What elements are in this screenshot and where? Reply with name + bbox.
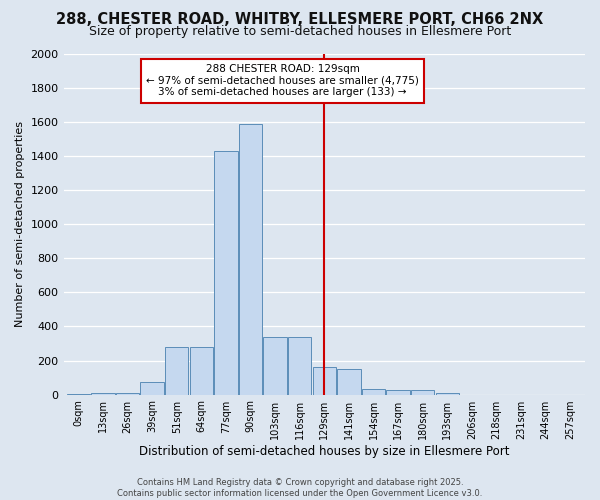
- Bar: [91, 393, 115, 394]
- Bar: [337, 369, 361, 394]
- Bar: [239, 124, 262, 394]
- Bar: [140, 382, 164, 394]
- Bar: [214, 151, 238, 394]
- Bar: [116, 393, 139, 394]
- Text: Size of property relative to semi-detached houses in Ellesmere Port: Size of property relative to semi-detach…: [89, 25, 511, 38]
- Bar: [190, 347, 213, 395]
- Bar: [263, 336, 287, 394]
- Text: 288, CHESTER ROAD, WHITBY, ELLESMERE PORT, CH66 2NX: 288, CHESTER ROAD, WHITBY, ELLESMERE POR…: [56, 12, 544, 28]
- Bar: [165, 347, 188, 395]
- Bar: [436, 393, 459, 394]
- Bar: [386, 390, 410, 394]
- X-axis label: Distribution of semi-detached houses by size in Ellesmere Port: Distribution of semi-detached houses by …: [139, 444, 509, 458]
- Bar: [313, 368, 336, 394]
- Bar: [411, 390, 434, 394]
- Bar: [288, 336, 311, 394]
- Text: Contains HM Land Registry data © Crown copyright and database right 2025.
Contai: Contains HM Land Registry data © Crown c…: [118, 478, 482, 498]
- Bar: [362, 390, 385, 394]
- Y-axis label: Number of semi-detached properties: Number of semi-detached properties: [15, 122, 25, 328]
- Text: 288 CHESTER ROAD: 129sqm
← 97% of semi-detached houses are smaller (4,775)
3% of: 288 CHESTER ROAD: 129sqm ← 97% of semi-d…: [146, 64, 419, 98]
